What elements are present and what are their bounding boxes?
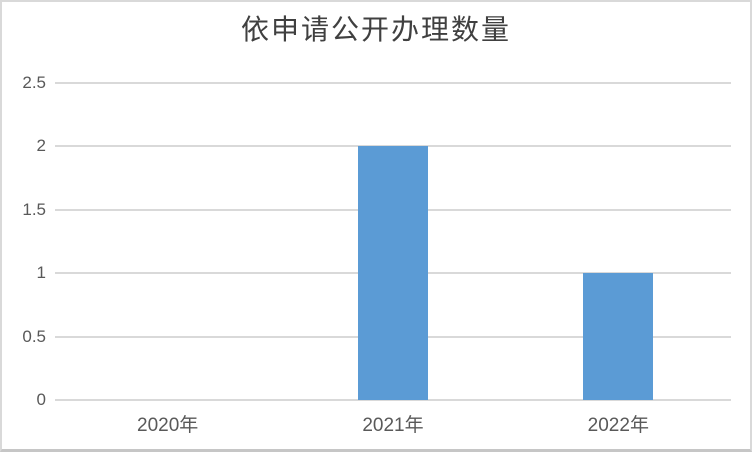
bars-layer: [55, 83, 731, 400]
gridline-y-2: [55, 145, 731, 148]
bar-slot-2020年: [55, 83, 280, 400]
x-tick-label-2021年: 2021年: [362, 415, 424, 436]
bar-2022年[interactable]: [583, 273, 654, 400]
y-tick-label-1: 1: [36, 263, 46, 283]
y-tick-label-2: 2: [36, 136, 46, 156]
x-axis: 2020年 2021年 2022年: [55, 410, 731, 437]
y-axis: 0 0.5 1 1.5 2 2.5: [2, 73, 46, 409]
y-tick-label-2.5: 2.5: [22, 73, 46, 92]
bar-slot-2022年: [506, 83, 731, 400]
y-tick-label-0.5: 0.5: [22, 326, 46, 346]
chart-title: 依申请公开办理数量: [240, 13, 511, 46]
gridline-y-2.5: [55, 82, 731, 84]
bar-2021年[interactable]: [357, 146, 428, 400]
plot-area: [55, 82, 731, 401]
gridline-y-0: [55, 399, 731, 401]
bar-slot-2021年: [280, 83, 505, 400]
x-tick-label-2020年: 2020年: [137, 415, 199, 436]
y-tick-label-0: 0: [36, 390, 46, 409]
x-tick-label-2022年: 2022年: [587, 415, 649, 436]
y-tick-label-1.5: 1.5: [22, 199, 46, 219]
